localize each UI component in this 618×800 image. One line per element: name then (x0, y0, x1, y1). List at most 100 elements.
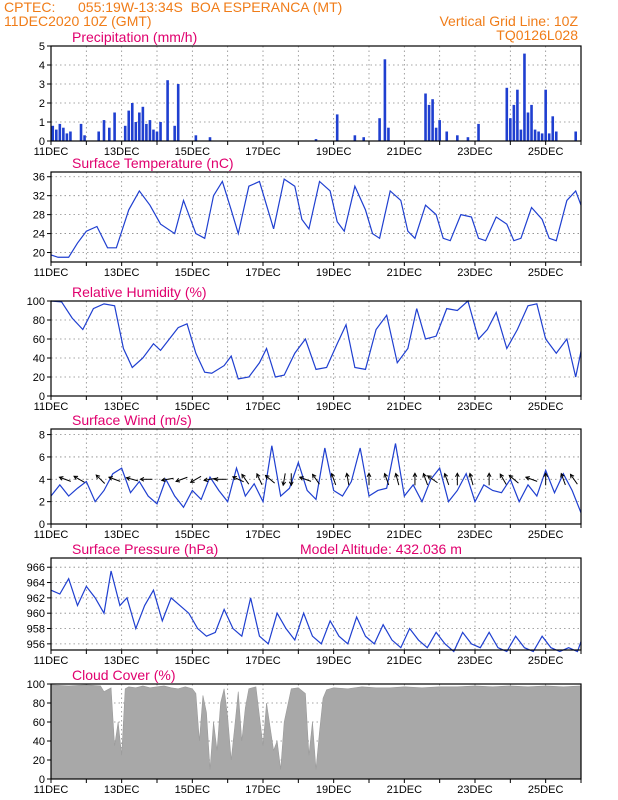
ytick-label-wind: 2 (39, 497, 45, 509)
precip-bar (383, 59, 387, 141)
precip-bar (512, 104, 516, 141)
precip-bar (544, 89, 547, 141)
frame-pres (50, 557, 582, 651)
xtick-label-wind: 11DEC (34, 529, 69, 541)
precip-bar (537, 131, 540, 141)
ytick-label-rh: 60 (33, 334, 45, 346)
precip-bar (554, 131, 558, 141)
xtick-label-rh: 17DEC (245, 401, 281, 413)
frame-rh (50, 300, 582, 397)
ytick-label-pres: 964 (27, 578, 45, 590)
precip-bar (505, 87, 509, 141)
precip-bar (176, 84, 180, 141)
precip-bar (533, 129, 537, 141)
precip-bar (530, 104, 533, 141)
xtick-label-pres: 13DEC (104, 655, 140, 667)
wind-arrow-head (125, 476, 131, 481)
wind-arrow-head (175, 478, 181, 483)
wind-arrow-head (256, 472, 261, 478)
wind-arrow (95, 474, 106, 484)
wind-arrow-head (281, 481, 287, 487)
wind-arrow-head (160, 477, 166, 483)
header-code: TQ0126L028 (496, 27, 578, 43)
xtick-label-cloud: 15DEC (175, 784, 211, 796)
precip-bar (519, 129, 523, 141)
xtick-label-cloud: 11DEC (34, 784, 69, 796)
wind-arrow-head (189, 478, 195, 483)
wind-arrow (427, 475, 438, 484)
wind-arrow-head (298, 476, 304, 481)
precip-bar (516, 89, 519, 141)
wind-arrow (204, 477, 216, 481)
xtick-label-temp: 13DEC (104, 267, 140, 279)
precip-bar (434, 127, 438, 141)
ytick-label-pres: 960 (27, 608, 45, 620)
ytick-label-wind: 8 (39, 430, 45, 442)
xtick-label-precip: 11DEC (34, 146, 69, 158)
wind-arrow-head (203, 477, 209, 483)
xtick-label-precip: 17DEC (245, 146, 281, 158)
ytick-label-temp: 20 (33, 248, 45, 260)
ytick-label-cloud: 80 (33, 698, 45, 710)
wind-arrow (282, 473, 286, 486)
wind-arrow (395, 473, 400, 486)
wind-arrow (190, 475, 202, 483)
wind-arrow-head (288, 481, 294, 487)
ytick-label-cloud: 60 (33, 717, 45, 729)
precip-bar (102, 120, 106, 141)
pres-line (50, 570, 582, 653)
xtick-label-temp: 11DEC (34, 267, 69, 279)
precip-bar (456, 135, 459, 141)
wind-arrow (508, 475, 519, 484)
ytick-label-precip: 2 (39, 98, 45, 110)
rh-line (50, 299, 582, 380)
precip-bar (335, 114, 339, 141)
ytick-label-temp: 28 (33, 210, 45, 222)
wind-arrow-head (311, 473, 317, 479)
precip-bar (79, 123, 83, 141)
xtick-label-precip: 13DEC (104, 146, 140, 158)
precip-bar (445, 131, 449, 141)
xtick-label-pres: 19DEC (316, 655, 352, 667)
ytick-label-temp: 32 (33, 191, 45, 203)
panel-title-cloud: Cloud Cover (%) (72, 667, 175, 683)
precip-bar (130, 103, 134, 141)
precip-bar (58, 123, 62, 141)
precip-bar (65, 133, 69, 141)
xtick-label-precip: 19DEC (316, 146, 352, 158)
precip-bar (138, 112, 141, 141)
panel-title-precip: Precipitation (mm/h) (72, 29, 197, 45)
ytick-label-rh: 100 (27, 296, 45, 308)
precip-bar (387, 127, 390, 141)
wind-arrow (570, 474, 578, 485)
wind-arrow-head (422, 472, 427, 478)
xtick-label-cloud: 13DEC (104, 784, 140, 796)
wind-arrow-head (443, 472, 449, 478)
wind-arrow-head (543, 472, 549, 478)
wind-arrow (126, 477, 139, 482)
precip-bar (152, 129, 155, 141)
precip-bar (83, 135, 86, 141)
wind-line (50, 443, 582, 514)
wind-arrow-head (345, 472, 350, 478)
precip-bar (509, 118, 512, 141)
precip-bar (551, 116, 555, 141)
xtick-label-pres: 21DEC (387, 655, 423, 667)
wind-arrow (161, 477, 174, 481)
ytick-label-wind: 6 (39, 452, 45, 464)
precip-bar (155, 131, 159, 141)
xtick-label-pres: 25DEC (528, 655, 564, 667)
precip-bar (108, 127, 111, 141)
precip-bar (69, 131, 72, 141)
ytick-label-pres: 966 (27, 562, 45, 574)
precip-bar (134, 122, 138, 141)
ytick-label-rh: 0 (39, 391, 45, 403)
wind-arrow-head (383, 472, 388, 478)
wind-arrow (384, 473, 390, 486)
precip-bar (173, 125, 176, 141)
panel-title-pres: Surface Pressure (hPa) (72, 541, 218, 557)
xtick-label-precip: 21DEC (387, 146, 423, 158)
header-datetime: 11DEC2020 10Z (GMT) (4, 13, 152, 29)
xtick-label-pres: 17DEC (245, 655, 281, 667)
wind-arrow-head (231, 476, 237, 481)
